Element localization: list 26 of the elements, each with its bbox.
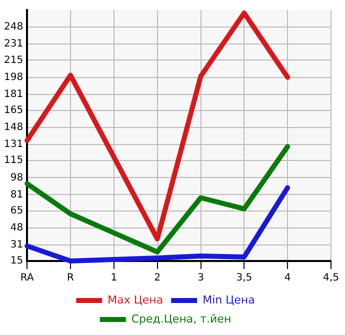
y-tick-label: 215 [4,54,24,66]
y-tick-label: 115 [4,155,24,166]
y-tick-label: 65 [10,205,24,216]
y-tick-label: 81 [10,189,24,200]
y-tick-label: 231 [4,38,24,50]
x-tick-label: R [67,272,74,284]
legend-label: Min Цена [202,293,255,306]
y-tick-label: 31 [10,240,24,251]
y-tick-label: 48 [10,222,24,234]
x-tick-label: 3,5 [236,272,252,284]
y-tick-label: 198 [4,72,24,83]
x-tick-label: 1 [110,272,118,284]
legend-label: Сред.Цена, т.йен [131,312,232,326]
y-tick-label: 131 [4,139,24,150]
y-tick-label: 165 [4,104,24,116]
legend-label: Max Цена [108,293,164,306]
y-tick-label: 148 [4,122,24,134]
y-tick-label: 98 [10,172,24,184]
x-tick-label: 2 [154,272,161,284]
x-tick-label: 4,5 [323,272,339,284]
x-tick-label: RA [20,272,34,284]
x-tick-label: 3 [198,272,204,284]
x-tick-label: 4 [284,272,291,284]
y-tick-label: 15 [10,256,24,267]
y-tick-label: 181 [4,88,24,100]
y-tick-label: 248 [4,22,24,33]
